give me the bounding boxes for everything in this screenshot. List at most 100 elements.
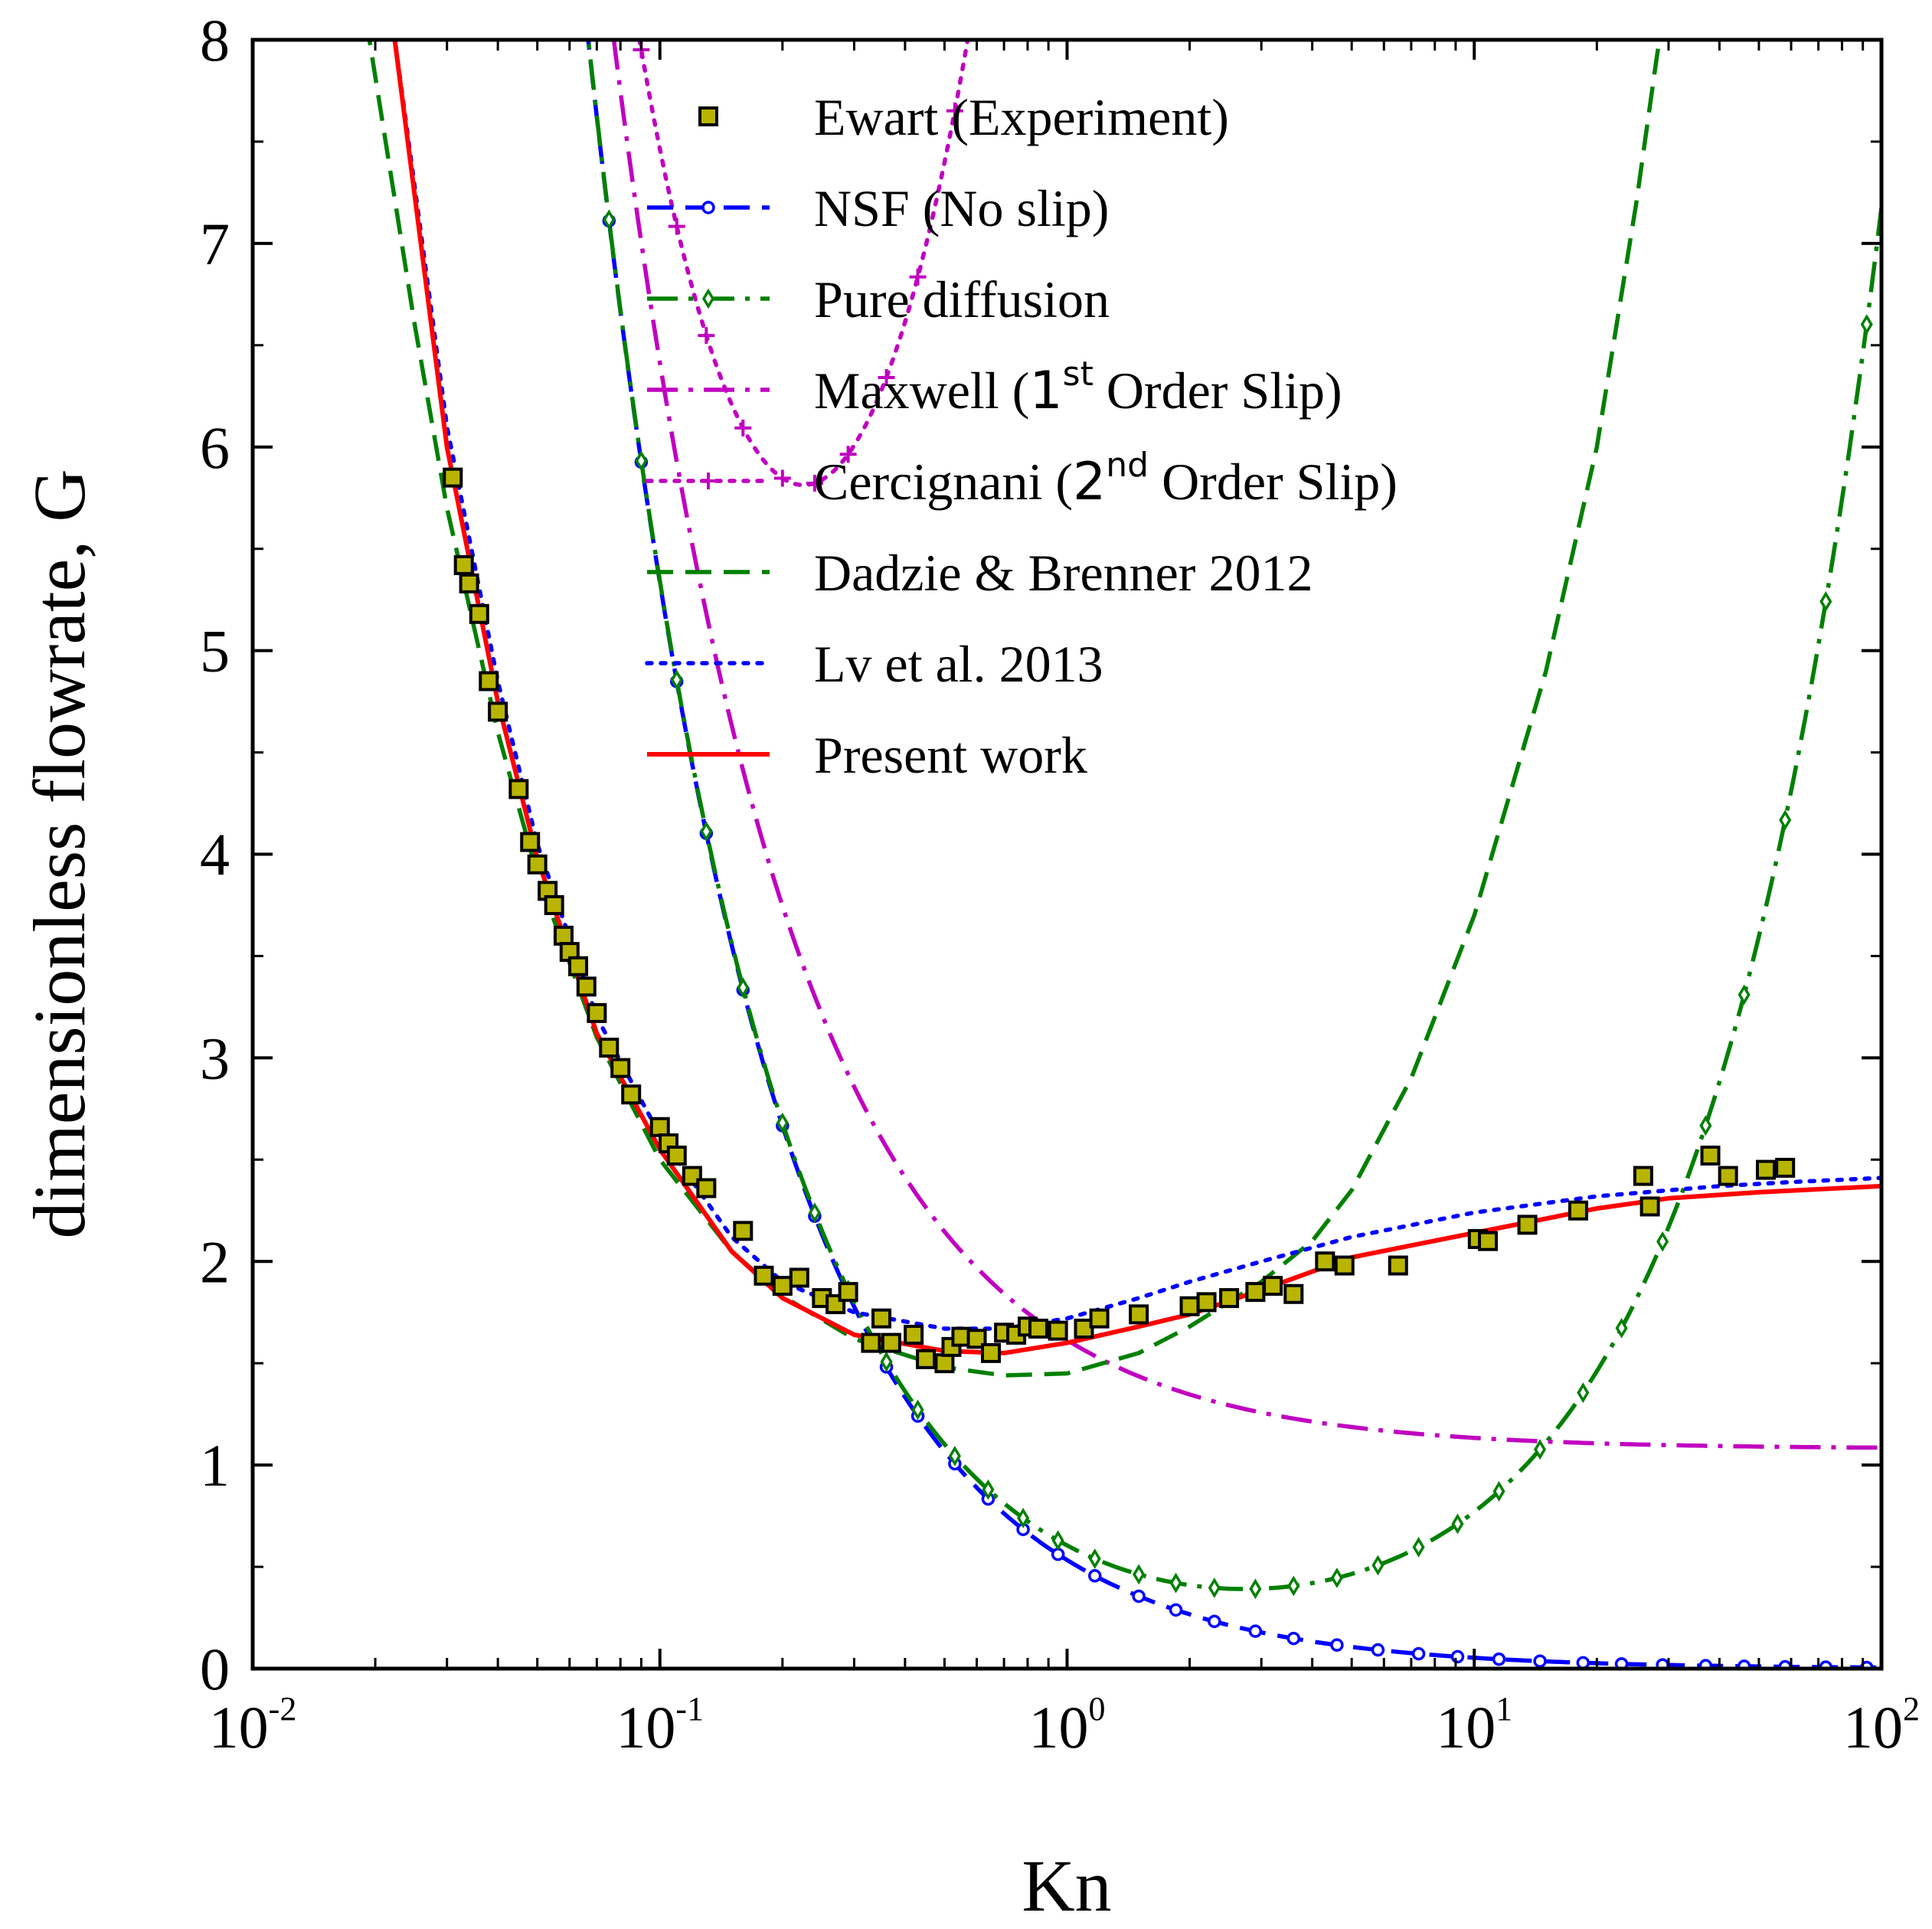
series-line <box>611 40 1881 1450</box>
legend-entry-present-work: Present work <box>647 726 1087 784</box>
data-point <box>861 1332 881 1353</box>
series-layer <box>367 40 1881 1669</box>
data-point <box>966 1329 987 1349</box>
data-point <box>1132 1589 1146 1604</box>
data-point <box>881 1332 901 1353</box>
data-point <box>508 779 529 799</box>
data-point <box>1208 1578 1221 1598</box>
x-tick-label: 10-2 <box>209 1690 297 1761</box>
data-point <box>1088 1569 1102 1583</box>
data-point <box>1533 1654 1547 1668</box>
data-point <box>520 832 541 852</box>
legend-label: Pure diffusion <box>814 270 1110 329</box>
y-tick-label: 4 <box>200 822 230 888</box>
y-tick-label: 5 <box>200 618 230 685</box>
x-tick-label: 102 <box>1843 1690 1920 1761</box>
data-point <box>610 1058 631 1078</box>
data-point <box>1775 1157 1796 1178</box>
data-point <box>946 102 963 119</box>
data-point <box>1129 1304 1149 1325</box>
data-point <box>1249 1578 1262 1600</box>
data-point <box>603 209 616 230</box>
data-point <box>599 1038 619 1058</box>
data-point <box>1639 1196 1660 1217</box>
data-point <box>1576 1656 1590 1669</box>
data-point <box>734 419 752 436</box>
data-point <box>981 1342 1002 1363</box>
legend-entry-maxwell-1st-order-slip: Maxwell (1st Order Slip) <box>647 355 1342 421</box>
data-point <box>880 1351 893 1372</box>
data-point <box>1263 1276 1283 1296</box>
legend-entry-pure-diffusion: Pure diffusion <box>647 270 1110 329</box>
series-line <box>637 40 970 488</box>
data-point <box>1208 1614 1221 1629</box>
x-tick-labels: 10-2 10-1 100 101 102 <box>209 1690 1920 1761</box>
legend-label: Maxwell (1st Order Slip) <box>814 355 1342 421</box>
data-point <box>948 1445 961 1466</box>
series-present-work <box>392 40 1881 1355</box>
data-point <box>982 1479 995 1500</box>
data-point <box>1169 1603 1183 1617</box>
data-point <box>1615 1317 1628 1339</box>
data-point <box>453 554 474 575</box>
data-point <box>1179 1296 1200 1316</box>
data-point <box>1412 1537 1425 1558</box>
data-point <box>904 1324 924 1345</box>
data-point <box>1169 1572 1182 1594</box>
series-line <box>586 40 1881 1669</box>
data-point <box>488 701 508 722</box>
x-tick-label: 100 <box>1029 1690 1106 1761</box>
data-point <box>1371 1555 1384 1576</box>
x-axis-title: Kn <box>1022 1845 1111 1927</box>
data-point <box>789 1267 809 1288</box>
legend-label: Dadzie & Brenner 2012 <box>814 544 1313 602</box>
data-point <box>443 467 463 488</box>
data-point <box>838 1282 858 1303</box>
data-point <box>1699 1115 1712 1136</box>
data-point <box>621 1084 642 1105</box>
legend-marker-sample <box>700 472 717 489</box>
data-point <box>1478 1231 1499 1251</box>
data-point <box>934 1353 955 1374</box>
data-point <box>649 1117 670 1137</box>
data-point <box>1517 1215 1538 1235</box>
y-tick-label: 2 <box>200 1228 230 1295</box>
data-point <box>1074 1318 1094 1339</box>
series-line <box>367 40 1662 1378</box>
x-tick-label: 101 <box>1436 1690 1512 1761</box>
data-point <box>1737 1659 1751 1669</box>
data-point <box>1286 1631 1301 1646</box>
data-point <box>733 1221 754 1241</box>
data-point <box>1755 1159 1776 1180</box>
data-point <box>839 446 857 463</box>
data-point <box>1492 1481 1505 1502</box>
data-point <box>1219 1288 1240 1309</box>
data-point <box>1860 314 1873 335</box>
series-dadzie-brenner-2012 <box>367 40 1662 1378</box>
legend-entry-nsf-no-slip: NSF (No slip) <box>647 179 1109 237</box>
data-point <box>1492 1652 1506 1666</box>
data-point <box>1371 1643 1385 1657</box>
data-point <box>1698 1659 1713 1669</box>
data-point <box>871 1308 892 1329</box>
data-point <box>1779 809 1792 831</box>
series-ewart-experiment <box>443 467 1796 1374</box>
data-point <box>754 1265 774 1286</box>
data-point <box>1568 1200 1588 1221</box>
data-point <box>1248 1624 1263 1638</box>
data-point <box>1028 1318 1048 1339</box>
data-point <box>459 573 479 593</box>
series-line <box>586 40 1881 1591</box>
data-point <box>1614 1657 1629 1669</box>
y-tick-label: 3 <box>200 1025 230 1091</box>
data-point <box>553 925 574 946</box>
data-point <box>479 671 499 691</box>
legend-entry-cercignani-2nd-order-slip: Cercignani (2nd Order Slip) <box>645 446 1398 512</box>
data-point <box>1330 1638 1344 1652</box>
data-point <box>1196 1292 1217 1313</box>
x-tick-label: 10-1 <box>616 1690 704 1761</box>
data-point <box>1633 1166 1653 1186</box>
legend-marker-sample <box>701 201 715 214</box>
data-point <box>1534 1439 1547 1460</box>
